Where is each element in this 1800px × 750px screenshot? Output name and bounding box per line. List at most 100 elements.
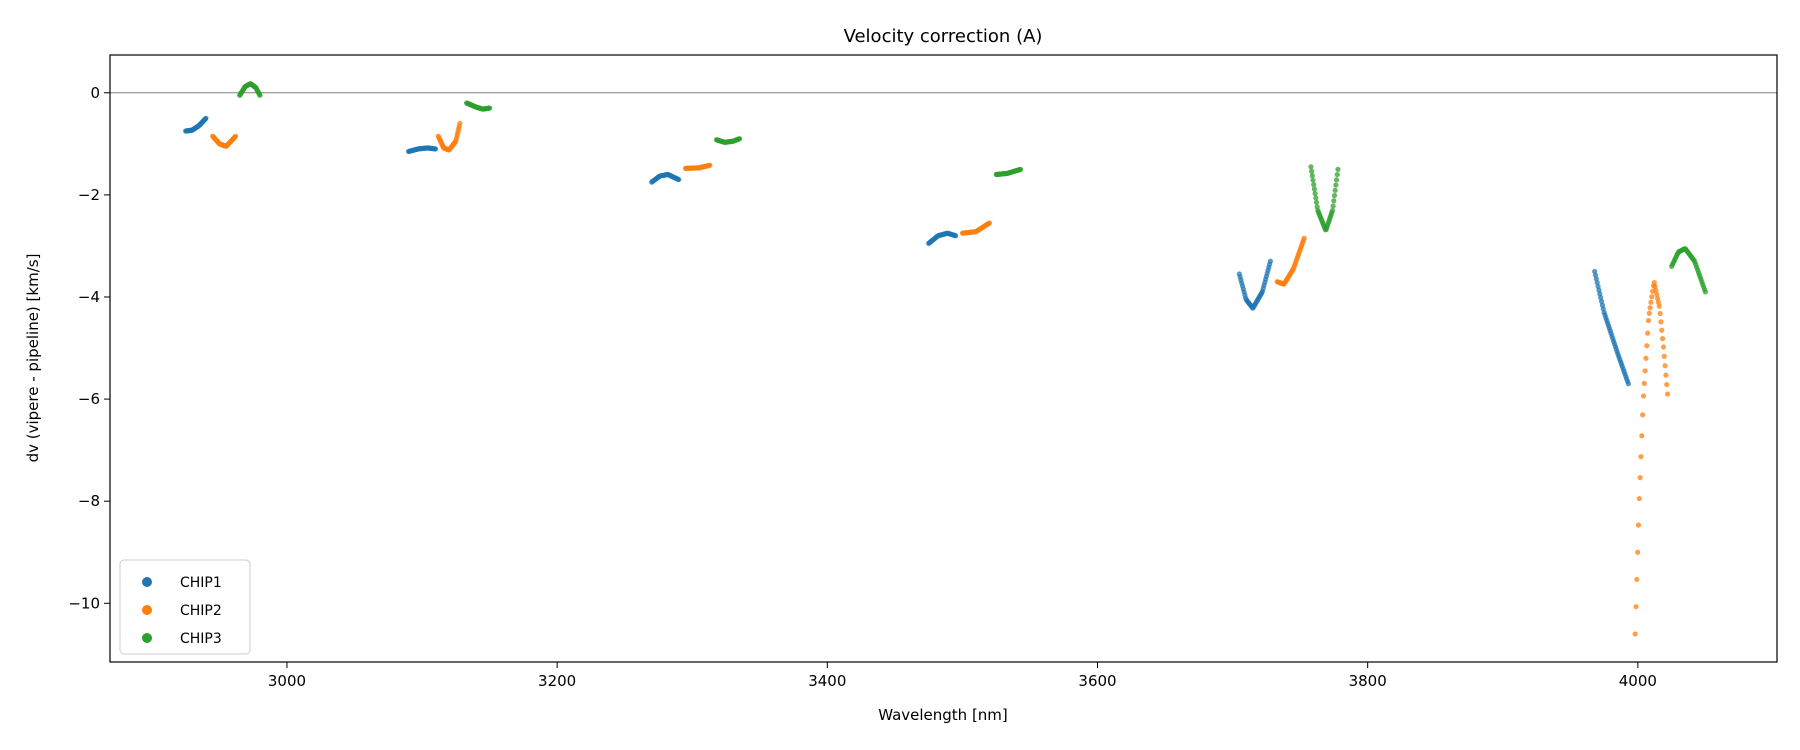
data-point xyxy=(1017,166,1024,172)
x-axis-label: Wavelength [nm] xyxy=(878,706,1008,724)
legend-box xyxy=(119,559,251,655)
data-point xyxy=(1645,330,1651,336)
data-point xyxy=(1663,372,1669,378)
data-point xyxy=(233,133,239,139)
x-tick-label: 3000 xyxy=(268,672,306,690)
data-point xyxy=(1655,295,1661,301)
y-tick-label: −10 xyxy=(68,594,100,612)
data-point xyxy=(1660,344,1667,350)
data-point xyxy=(1634,576,1640,583)
data-point xyxy=(1649,294,1655,300)
legend-marker-chip1 xyxy=(142,577,152,587)
data-point xyxy=(1645,317,1652,324)
data-point xyxy=(1657,310,1663,317)
data-point xyxy=(1702,289,1709,295)
data-point xyxy=(1331,192,1338,199)
data-point xyxy=(1651,280,1657,286)
data-point xyxy=(1642,368,1648,374)
legend-label: CHIP1 xyxy=(180,575,222,591)
data-point xyxy=(676,176,682,183)
data-point xyxy=(1659,336,1666,342)
data-point xyxy=(1639,433,1645,439)
data-point xyxy=(1654,291,1660,298)
data-point xyxy=(986,220,993,226)
data-point xyxy=(1311,182,1317,188)
data-point xyxy=(1329,208,1336,214)
x-axis-ticks: 3000 3200 3400 3600 3800 4000 xyxy=(268,662,1657,690)
data-point xyxy=(1641,380,1647,386)
data-point xyxy=(1313,199,1320,206)
y-axis-ticks: 0 −2 −4 −6 −8 −10 xyxy=(68,84,110,612)
data-point xyxy=(1309,173,1315,179)
series-chip1 xyxy=(183,115,1632,387)
data-point xyxy=(1311,186,1318,192)
data-point xyxy=(1659,327,1665,333)
data-point xyxy=(1333,182,1339,188)
series-chip2 xyxy=(210,120,1671,637)
data-point xyxy=(1632,631,1638,637)
data-point xyxy=(1635,522,1642,528)
data-point xyxy=(1646,310,1652,316)
data-point xyxy=(1334,171,1340,178)
data-point xyxy=(1658,319,1664,325)
x-tick-label: 3800 xyxy=(1349,672,1387,690)
x-tick-label: 3200 xyxy=(538,672,576,690)
data-point xyxy=(1635,549,1641,555)
data-point xyxy=(1644,343,1650,349)
data-point xyxy=(1308,164,1314,170)
data-point xyxy=(1664,381,1670,388)
data-point xyxy=(1333,177,1340,183)
data-point xyxy=(707,162,713,168)
data-point xyxy=(1648,299,1654,305)
data-point xyxy=(457,120,463,127)
y-tick-label: 0 xyxy=(90,84,100,102)
data-point xyxy=(1633,604,1639,610)
data-point xyxy=(1267,258,1274,264)
y-tick-label: −6 xyxy=(78,390,100,408)
x-tick-label: 3400 xyxy=(808,672,846,690)
data-point xyxy=(1655,299,1662,305)
series-chip3 xyxy=(237,81,1709,295)
y-axis-label: dv (vipere - pipeline) [km/s] xyxy=(24,254,42,463)
data-point xyxy=(1640,393,1647,399)
y-tick-label: −8 xyxy=(78,492,100,510)
data-point xyxy=(1638,454,1644,460)
data-point xyxy=(1332,187,1338,193)
data-point xyxy=(1652,283,1658,290)
y-tick-label: −4 xyxy=(78,288,100,306)
x-tick-label: 4000 xyxy=(1619,672,1657,690)
data-point xyxy=(953,233,959,239)
data-point xyxy=(1637,475,1643,481)
plot-frame xyxy=(109,54,1778,663)
legend-marker-chip3 xyxy=(142,633,152,643)
data-point xyxy=(1312,190,1318,197)
data-point xyxy=(1330,203,1336,209)
data-point xyxy=(1331,198,1337,204)
data-point xyxy=(1310,177,1316,183)
data-point xyxy=(1301,235,1307,241)
data-point xyxy=(1662,363,1668,369)
data-point xyxy=(1653,287,1659,294)
data-point xyxy=(1640,412,1646,418)
data-point xyxy=(1335,166,1341,172)
data-point xyxy=(1313,195,1319,201)
data-point xyxy=(1664,391,1671,397)
data-point xyxy=(1309,168,1315,174)
data-point xyxy=(1636,495,1642,502)
chart-title: Velocity correction (A) xyxy=(844,26,1043,47)
data-points xyxy=(183,81,1709,637)
data-point xyxy=(1647,305,1653,311)
data-point xyxy=(203,115,209,121)
data-point xyxy=(1656,303,1662,309)
legend: CHIP1 CHIP2 CHIP3 xyxy=(119,559,251,655)
data-point xyxy=(736,136,743,142)
legend-label: CHIP2 xyxy=(180,603,222,619)
data-point xyxy=(1625,381,1632,387)
data-point xyxy=(487,105,493,111)
data-point xyxy=(1643,355,1649,361)
x-tick-label: 3600 xyxy=(1078,672,1116,690)
legend-marker-chip2 xyxy=(142,605,152,615)
data-point xyxy=(257,92,263,98)
legend-label: CHIP3 xyxy=(180,631,222,647)
